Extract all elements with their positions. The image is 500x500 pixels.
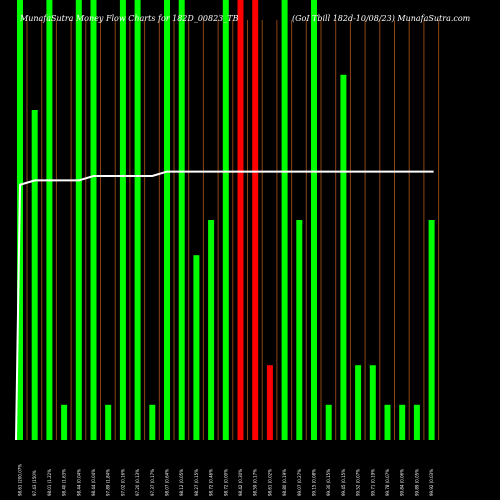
x-tick-label: 97.43 (150%: [32, 470, 37, 496]
chart-title-right: (GoI Tbill 182d-10/08/23) MunafaSutra.co…: [292, 14, 471, 23]
x-tick-label: 99.71 (0.19%: [370, 469, 375, 496]
bar: [399, 404, 406, 440]
x-tick-label: 99.84 (0.06%: [400, 469, 405, 496]
bar: [178, 0, 185, 440]
bar: [134, 0, 141, 440]
bar: [90, 0, 97, 440]
x-tick-label: 99.15 (0.08%: [312, 469, 317, 496]
x-tick-label: 99.52 (0.07%: [356, 469, 361, 496]
gridlines: [26, 20, 440, 440]
bar: [105, 404, 112, 440]
x-tick-label: 97.37 (0.17%: [150, 469, 155, 496]
x-tick-label: 98.72 (0.00%: [223, 469, 228, 496]
x-tick-label: 98.12 (0.05%: [179, 469, 184, 496]
bar: [325, 404, 332, 440]
x-tick-label: 99.89 (0.05%: [414, 469, 419, 496]
x-tick-label: 98.27 (0.15%: [194, 469, 199, 496]
x-tick-label: 99.45 (0.15%: [341, 469, 346, 496]
series-line: [15, 170, 434, 441]
bar: [252, 0, 259, 440]
bar: [119, 0, 126, 440]
x-tick-label: 97.20 (0.13%: [135, 469, 140, 496]
x-tick-label: 99.92 (0.03%: [429, 469, 434, 496]
x-tick-label: 98.40 (1.63%: [62, 469, 67, 496]
x-tick-label: 99.30 (0.15%: [326, 469, 331, 496]
x-tick-label: 99.78 (0.07%: [385, 469, 390, 496]
x-tick-label: 98.07 (0.64%: [165, 469, 170, 496]
x-tick-label: 97.89 (1.84%: [106, 469, 111, 496]
x-tick-label: 98.01 (1.22%: [47, 469, 52, 496]
bar: [31, 110, 38, 440]
x-tick-label: 98.42 (0.30%: [238, 469, 243, 496]
bar: [296, 220, 303, 440]
bar: [46, 0, 53, 440]
bar: [164, 0, 170, 440]
bar: [311, 0, 317, 440]
line-layer: [15, 170, 434, 441]
bar: [222, 0, 229, 440]
x-tick-label: 98.61 (0.02%: [267, 469, 272, 496]
bar: [369, 365, 376, 440]
bar: [75, 0, 82, 440]
bar: [237, 0, 244, 440]
x-tick-label: 98.72 (0.46%: [209, 469, 214, 496]
bar: [355, 365, 362, 440]
bar: [428, 220, 435, 440]
bars: [17, 0, 435, 441]
x-tick-label: 97.02 (0.16%: [120, 469, 125, 496]
x-tick-labels: 98.61 (200.07% 97.43 (150% 98.01 (1.22% 98.…: [18, 464, 435, 496]
bar: [384, 404, 391, 440]
x-tick-label: 98.61 (200.07%: [18, 464, 23, 496]
x-tick-label: 98.80 (0.19%: [282, 469, 287, 496]
x-tick-label: 98.44 (0.04%: [76, 469, 81, 496]
chart-title-left: MunafaSutra Money Flow Charts for 182D_0…: [19, 14, 239, 23]
bar: [193, 255, 200, 440]
bar: [281, 0, 288, 440]
x-tick-label: 99.07 (0.27%: [297, 469, 302, 496]
x-tick-label: 98.44 (0.04%: [91, 469, 96, 496]
bar: [208, 220, 215, 440]
bar: [413, 404, 420, 440]
bar: [266, 365, 273, 440]
bar: [149, 404, 156, 440]
bar: [340, 74, 347, 441]
x-tick-label: 98.59 (0.17%: [253, 469, 258, 496]
bar: [61, 404, 68, 440]
